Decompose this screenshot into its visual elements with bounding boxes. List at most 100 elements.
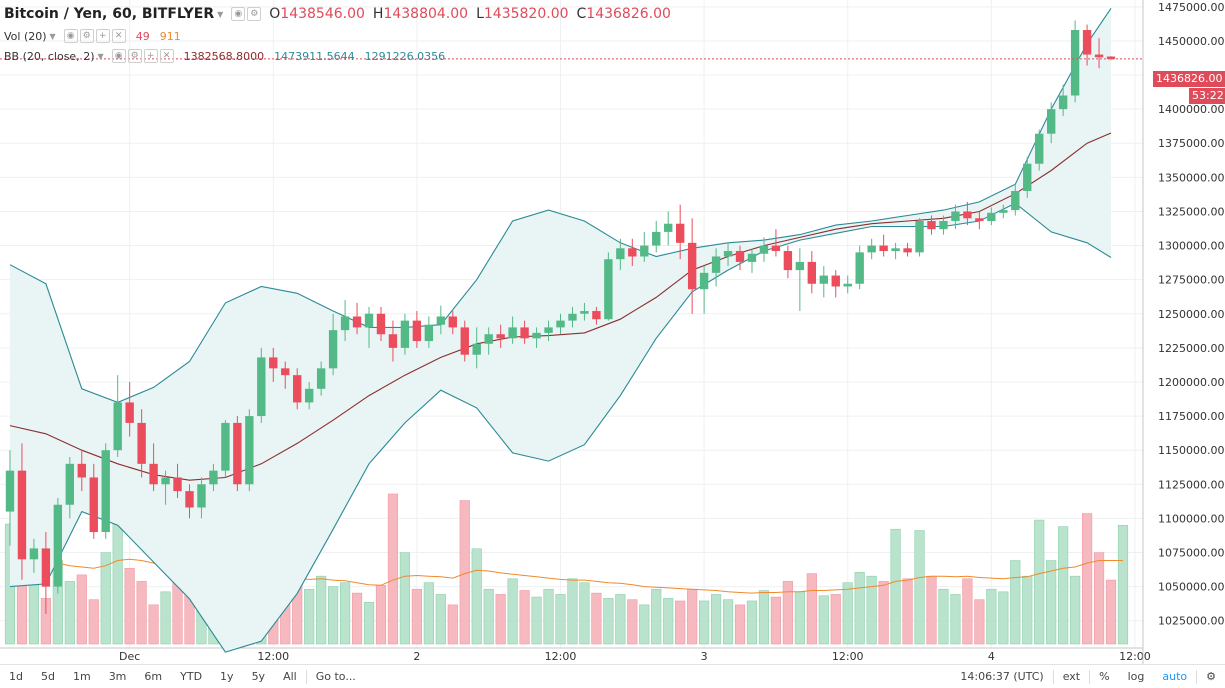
candle-body — [209, 470, 218, 485]
y-tick-label: 1200000.00 — [1158, 376, 1224, 389]
y-tick-label: 1375000.00 — [1158, 137, 1224, 150]
y-tick-label: 1050000.00 — [1158, 581, 1224, 594]
volume-bar — [471, 548, 482, 645]
price-chart[interactable]: 1025000.00 1050000.00 1075000.00 1100000.00… — [0, 0, 1225, 664]
percent-toggle[interactable]: % — [1099, 670, 1110, 683]
candle-body — [939, 221, 948, 230]
volume-bar — [363, 601, 375, 645]
candle-body — [29, 548, 39, 560]
bb-basis-line — [9, 132, 1112, 481]
range-5y[interactable]: 5y — [251, 670, 266, 683]
candle-body — [185, 491, 194, 508]
toolbar-divider-4 — [1196, 669, 1198, 684]
settings-gear-icon[interactable]: ⚙ — [247, 7, 262, 21]
vol-add-icon[interactable]: + — [95, 29, 110, 43]
x-tick-label: 12:00 — [832, 650, 864, 663]
log-toggle[interactable]: log — [1127, 670, 1145, 683]
candle-body — [257, 357, 266, 417]
candle-body — [735, 251, 745, 262]
volume-bar — [878, 581, 889, 645]
candle-body — [89, 477, 98, 533]
candle-body — [113, 402, 122, 451]
bb-caret-icon[interactable]: ▼ — [97, 51, 104, 61]
candle-body — [496, 334, 505, 339]
volume-bar — [136, 581, 147, 645]
candle-body — [1094, 54, 1104, 58]
settings-gear-icon-bottom[interactable]: ⚙ — [1206, 670, 1216, 683]
candle-body — [628, 248, 637, 257]
bb-add-icon[interactable]: + — [143, 49, 158, 63]
y-tick-label: 1075000.00 — [1158, 547, 1224, 560]
candle-body — [747, 253, 757, 262]
volume-bar — [435, 594, 446, 645]
range-1d[interactable]: 1d — [9, 670, 23, 683]
volume-bar — [351, 592, 363, 645]
candle-body — [221, 422, 230, 471]
candle-body — [915, 221, 924, 253]
y-tick-label: 1475000.00 — [1158, 1, 1224, 14]
volume-bar — [687, 588, 698, 645]
x-tick-label: 2 — [413, 650, 420, 663]
candle-body — [1023, 163, 1032, 191]
ohlc-close: C1436826.00 — [577, 6, 671, 22]
bb-close-icon[interactable]: ✕ — [159, 49, 174, 63]
candle-body — [436, 316, 446, 325]
candle-body — [101, 450, 110, 533]
range-5d[interactable]: 5d — [40, 670, 55, 683]
candle-body — [687, 242, 697, 290]
eye-icon[interactable]: ◉ — [231, 7, 246, 21]
candle-body — [855, 252, 864, 284]
candle-body — [987, 212, 996, 222]
volume-caret-icon[interactable]: ▼ — [49, 31, 56, 41]
range-3m[interactable]: 3m — [108, 670, 127, 683]
bb-label: BB (20, close, 2) — [4, 49, 95, 63]
vol-eye-icon[interactable]: ◉ — [63, 29, 78, 43]
candle-body — [951, 211, 960, 222]
candle-body — [556, 320, 565, 328]
candle-body — [5, 470, 15, 512]
range-1m[interactable]: 1m — [72, 670, 91, 683]
candle-body — [927, 221, 936, 230]
candle-body — [819, 275, 828, 284]
utc-clock[interactable]: 14:06:37 (UTC) — [960, 670, 1044, 683]
candle-body — [460, 327, 469, 355]
y-tick-label: 1250000.00 — [1158, 308, 1224, 321]
volume-value: 49 — [135, 29, 150, 43]
auto-scale-toggle[interactable]: auto — [1162, 670, 1188, 683]
candle-body — [161, 477, 170, 485]
goto-button[interactable]: Go to... — [315, 670, 356, 683]
candle-body — [65, 463, 75, 505]
volume-bar — [555, 594, 566, 645]
vol-settings-icon[interactable]: ⚙ — [79, 29, 94, 43]
volume-bar — [699, 600, 710, 645]
y-tick-label: 1350000.00 — [1158, 171, 1224, 184]
volume-bar — [758, 590, 770, 645]
vol-close-icon[interactable]: ✕ — [111, 29, 126, 43]
candle-body — [652, 231, 661, 246]
volume-bar — [64, 581, 75, 645]
bb-eye-icon[interactable]: ◉ — [111, 49, 126, 63]
volume-bar — [627, 599, 638, 645]
candle-body — [795, 261, 805, 271]
bb-settings-icon[interactable]: ⚙ — [127, 49, 142, 63]
symbol-caret-icon[interactable]: ▼ — [217, 9, 224, 19]
candle-body — [53, 504, 63, 587]
range-1y[interactable]: 1y — [220, 670, 234, 683]
range-ytd[interactable]: YTD — [180, 670, 203, 683]
volume-label: Vol (20) — [4, 29, 47, 43]
candle-body — [723, 251, 733, 257]
ext-hours-toggle[interactable]: ext — [1062, 670, 1081, 683]
volume-bar — [603, 598, 614, 645]
last-price-tag: 1436826.00 — [1153, 71, 1225, 87]
range-all[interactable]: All — [283, 670, 297, 683]
volume-bar — [962, 578, 973, 645]
range-6m[interactable]: 6m — [144, 670, 163, 683]
volume-bar — [830, 594, 841, 645]
bottom-toolbar: 1d 5d 1m 3m 6m YTD 1y 5y All Go to... 14… — [0, 664, 1225, 688]
candle-body — [759, 245, 769, 254]
bb-lower-value: 1291226.0356 — [364, 49, 446, 63]
toolbar-divider — [305, 669, 307, 684]
volume-bar — [639, 604, 650, 645]
candle-body — [771, 245, 781, 252]
